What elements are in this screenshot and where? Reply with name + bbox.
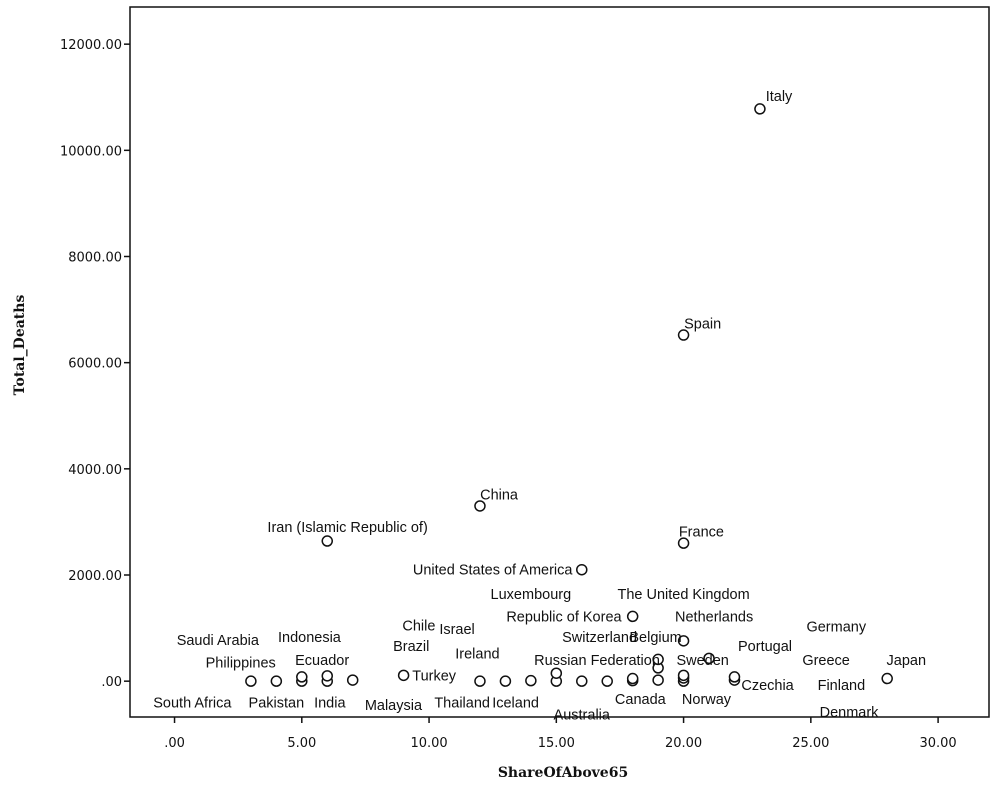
point-label: Portugal [738,639,792,655]
data-point [296,671,308,683]
point-label: Israel [439,622,474,638]
x-tick-label: 5.00 [287,736,316,751]
data-point [576,675,588,687]
x-tick-label: .00 [164,736,185,751]
x-tick-label: 10.00 [410,736,447,751]
point-label: Sweden [676,653,728,669]
data-point [677,537,690,549]
point-label: The United Kingdom [617,587,749,603]
data-point [677,669,690,682]
point-label: Luxembourg [491,587,572,603]
point-label: China [480,487,519,503]
point-label: Belgium [629,630,681,646]
y-tick-label: 4000.00 [68,463,122,478]
y-tick-label: 12000.00 [60,38,122,53]
point-label: Spain [684,316,721,332]
point-label: India [314,695,346,711]
point-label: Saudi Arabia [177,633,260,649]
x-axis-ticks: .00 5.00 10.00 15.00 20.00 25.00 30.00 [164,717,957,751]
data-point [677,329,690,341]
data-point [499,675,512,687]
point-label: Finland [818,678,866,694]
data-point [346,674,359,686]
point-label: Turkey [412,668,457,684]
data-point [677,635,690,647]
data-point [652,674,664,686]
x-tick-label: 15.00 [538,736,575,751]
y-tick-label: 8000.00 [68,250,122,265]
x-axis-title: ShareOfAbove65 [498,765,628,781]
data-point [245,675,257,687]
point-label: Indonesia [278,630,342,646]
data-point [474,500,486,512]
point-label: Denmark [820,705,880,721]
data-point [474,675,486,687]
data-point [601,675,613,687]
point-label: Thailand [434,695,490,711]
point-label: Switzerland [562,630,637,646]
data-point [397,669,410,682]
data-points [245,103,893,687]
data-point [270,675,283,687]
data-point [576,563,588,576]
point-label: Brazil [393,639,429,655]
y-axis-title: Total_Deaths [12,295,28,396]
x-tick-label: 30.00 [919,736,956,751]
point-label: Ecuador [295,653,349,669]
point-label: France [679,524,724,540]
data-point [652,653,664,666]
point-label: Italy [766,89,793,105]
point-label: Greece [802,653,850,669]
point-label: Russian Federation [534,653,660,669]
point-label: Malaysia [365,698,423,714]
point-label: Norway [682,692,732,708]
point-label: Australia [554,708,611,724]
point-label: Pakistan [249,695,305,711]
y-tick-label: 2000.00 [68,569,122,584]
point-label: Japan [887,653,927,669]
point-label: Germany [806,619,866,635]
point-labels: Italy Spain China France Iran (Islamic Repub… [153,89,926,723]
point-label: Philippines [206,656,276,672]
data-point [321,535,334,547]
x-tick-label: 20.00 [665,736,702,751]
point-label: Ireland [455,647,499,663]
point-label: Netherlands [675,609,753,625]
point-label: Canada [615,692,667,708]
data-point [728,671,741,683]
data-point [881,672,893,685]
y-axis-ticks: .00 2000.00 4000.00 6000.00 8000.00 10000.00 1… [60,38,130,690]
x-tick-label: 25.00 [792,736,829,751]
point-label: Republic of Korea [506,609,622,625]
y-tick-label: 6000.00 [68,357,122,372]
y-tick-label: .00 [101,675,122,690]
data-point [754,103,766,115]
y-tick-label: 10000.00 [60,144,122,159]
data-point [321,670,334,682]
data-point [703,652,715,665]
point-label: Iran (Islamic Republic of) [267,520,427,536]
data-point [626,610,639,623]
point-label: South Africa [153,695,232,711]
data-point [550,667,563,679]
data-point [626,672,639,685]
data-point [525,674,537,687]
point-label: United States of America [413,563,574,579]
point-label: Czechia [741,678,794,694]
point-label: Iceland [492,695,539,711]
point-label: Chile [402,618,435,634]
